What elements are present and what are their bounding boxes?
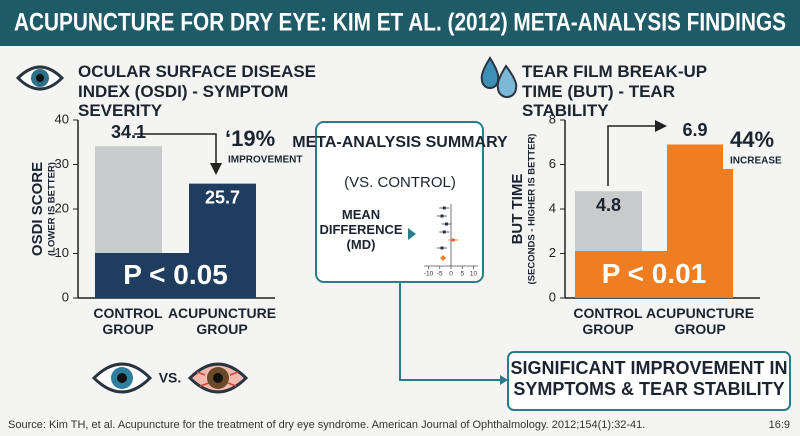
bar-accent: [723, 168, 733, 298]
y-tick-label: 40: [55, 111, 69, 126]
left-heading: OCULAR SURFACE DISEASE INDEX (OSDI) - SY…: [78, 62, 317, 121]
y-tick-label: 8: [549, 111, 556, 126]
y-axis-label: OSDI SCORE: [29, 162, 46, 256]
change-arrow: [607, 120, 667, 186]
p-value: P < 0.01: [602, 258, 707, 289]
summary-subtitle: (VS. CONTROL): [344, 174, 456, 191]
y-tick-label: 10: [55, 245, 69, 260]
md-label: MEAN DIFFERENCE (MD): [319, 207, 403, 252]
x-tick-label: 0: [449, 271, 453, 278]
header-band: [0, 0, 800, 46]
study-point: [440, 214, 444, 218]
dry-eye: [187, 362, 249, 394]
study-point: [442, 230, 446, 234]
connector: [399, 282, 500, 381]
change-label: 44%: [730, 127, 774, 152]
y-axis-sublabel: (SECONDS - HIGHER IS BETTER): [527, 134, 538, 285]
y-axis-sublabel: (LOWER IS BETTER): [47, 162, 58, 256]
source: Source: Kim TH, et al. Acupuncture for t…: [8, 419, 645, 431]
p-value: P < 0.05: [123, 259, 228, 290]
conclusion: SIGNIFICANT IMPROVEMENT IN SYMPTOMS & TE…: [510, 358, 788, 399]
summary-title: META-ANALYSIS SUMMARY: [292, 134, 508, 151]
x-tick-label: -10: [424, 271, 434, 278]
right-heading: TEAR FILM BREAK-UP TIME (BUT) - TEAR STA…: [522, 62, 707, 121]
y-tick-label: 2: [549, 245, 556, 260]
eye-icon: [15, 65, 65, 91]
x-tick-label: CONTROL GROUP: [93, 305, 163, 338]
page-title: ACUPUNCTURE FOR DRY EYE: KIM ET AL. (201…: [14, 9, 786, 37]
y-tick-label: 4: [549, 200, 556, 215]
drops-icon: [480, 56, 518, 98]
y-tick-label: 6: [549, 156, 556, 171]
change-caption: IMPROVEMENT: [228, 155, 302, 166]
x-tick-label: CONTROL GROUP: [573, 305, 643, 338]
pooled-diamond: [440, 255, 447, 261]
change-arrow: [134, 133, 222, 175]
value-label: 4.8: [596, 195, 621, 215]
y-tick-label: 0: [62, 289, 69, 304]
change-caption: INCREASE: [730, 156, 782, 167]
significance-band: [575, 251, 733, 298]
study-point: [445, 222, 448, 226]
significance-band: [95, 253, 256, 298]
connector-arrow: [500, 375, 508, 385]
healthy-eye: [91, 362, 153, 394]
x-tick-label: 10: [470, 271, 478, 278]
x-tick-label: ACUPUNCTURE GROUP: [645, 305, 755, 338]
y-tick-label: 20: [55, 200, 69, 215]
study-point: [442, 206, 446, 210]
y-tick-label: 30: [55, 156, 69, 171]
x-tick-label: -5: [437, 271, 443, 278]
y-axis-label: BUT TIME: [509, 174, 526, 245]
x-tick-label: 5: [460, 271, 464, 278]
value-label: 34.1: [111, 122, 146, 142]
aspect-label: 16:9: [769, 419, 790, 431]
change-label: ‘19%: [225, 126, 275, 151]
x-tick-label: ACUPUNCTURE GROUP: [167, 305, 277, 338]
conclusion-box: [507, 351, 791, 411]
value-label: 6.9: [682, 120, 707, 140]
vs-label: VS.: [159, 370, 182, 386]
study-point: [440, 246, 444, 250]
y-tick-label: 0: [549, 289, 556, 304]
study-point: [451, 238, 455, 242]
value-label: 25.7: [205, 187, 240, 207]
pointer: [408, 228, 416, 240]
